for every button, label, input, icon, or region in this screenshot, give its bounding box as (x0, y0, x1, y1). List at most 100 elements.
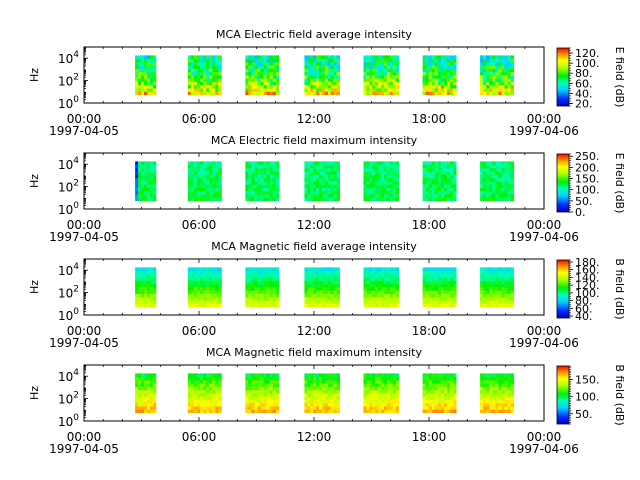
y-tick-label: 100 (58, 95, 79, 111)
colorbar-tick-label: 180. (575, 256, 600, 269)
spectrogram-cell (486, 177, 490, 182)
spectrogram-cell (381, 75, 385, 79)
spectrogram-cell (492, 396, 496, 400)
spectrogram-cell (135, 267, 139, 272)
spectrogram-cell (386, 88, 391, 92)
spectrogram-cell (254, 273, 258, 278)
spectrogram-cell (440, 55, 445, 60)
spectrogram-cell (431, 61, 436, 66)
spectrogram-cell (196, 187, 201, 192)
spectrogram-cell (307, 164, 311, 169)
spectrogram-cell (501, 78, 505, 82)
spectrogram-cell (152, 78, 157, 82)
spectrogram-cell (453, 197, 457, 202)
spectrogram-cell (206, 393, 210, 397)
spectrogram-cell (501, 184, 505, 188)
spectrogram-cell (366, 184, 370, 188)
spectrogram-cell (447, 88, 451, 92)
spectrogram-cell (498, 287, 502, 291)
spectrogram-cell (363, 303, 367, 308)
spectrogram-cell (437, 376, 442, 381)
spectrogram-cell (363, 409, 367, 414)
spectrogram-cell (369, 409, 373, 414)
spectrogram-cell (152, 406, 157, 410)
spectrogram-cell (275, 296, 280, 301)
spectrogram-cell (440, 181, 445, 185)
spectrogram-cell (384, 78, 388, 82)
spectrogram-cell (492, 386, 496, 391)
spectrogram-cell (422, 161, 427, 166)
spectrogram-cell (203, 293, 207, 298)
spectrogram-cell (369, 171, 373, 175)
spectrogram-cell (187, 84, 192, 89)
spectrogram-cell (366, 409, 370, 414)
spectrogram-cell (495, 190, 499, 195)
spectrogram-cell (307, 389, 311, 394)
spectrogram-cell (245, 167, 249, 172)
spectrogram-cell (260, 406, 265, 410)
spectrogram-cell (275, 61, 280, 66)
spectrogram-cell (483, 164, 487, 169)
spectrogram-cell (366, 84, 370, 89)
spectrogram-cell (141, 270, 145, 275)
spectrogram-cell (447, 386, 451, 391)
spectrogram-cell (434, 389, 439, 394)
colorbar-tick-label: 0. (575, 206, 586, 219)
y-tick-exponent: 4 (73, 262, 79, 272)
colorbar-tick-label: 50. (575, 408, 593, 421)
spectrogram-cell (333, 399, 338, 404)
spectrogram-cell (135, 55, 139, 60)
spectrogram-cell (200, 61, 204, 66)
spectrogram-cell (272, 194, 277, 198)
spectrogram-cell (440, 167, 445, 172)
spectrogram-cell (437, 78, 442, 82)
spectrogram-cell (304, 88, 308, 92)
spectrogram-cell (260, 277, 265, 281)
spectrogram-cell (498, 171, 502, 175)
spectrogram-cell (489, 81, 493, 86)
spectrogram-cell (483, 409, 487, 414)
spectrogram-cell (510, 91, 515, 96)
spectrogram-cell (321, 78, 326, 82)
spectrogram-cell (304, 283, 308, 288)
spectrogram-cell (422, 300, 427, 304)
spectrogram-cell (375, 376, 379, 381)
spectrogram-cell (501, 161, 505, 166)
spectrogram-cell (141, 88, 145, 92)
spectrogram-cell (149, 386, 154, 391)
spectrogram-cell (190, 290, 195, 294)
spectrogram-cell (336, 91, 340, 96)
spectrogram-cell (483, 84, 487, 89)
spectrogram-cell (327, 409, 332, 414)
spectrogram-cell (313, 61, 317, 66)
spectrogram-cell (209, 167, 213, 172)
spectrogram-cell (369, 81, 373, 86)
spectrogram-cell (266, 184, 271, 188)
spectrogram-cell (375, 379, 379, 384)
spectrogram-cell (266, 161, 271, 166)
y-tick-base: 10 (58, 309, 73, 323)
spectrogram-cell (324, 280, 329, 285)
spectrogram-cell (440, 78, 445, 82)
spectrogram-cell (307, 78, 311, 82)
spectrogram-cell (425, 75, 430, 79)
spectrogram-cell (392, 389, 397, 394)
spectrogram-cell (395, 409, 400, 414)
spectrogram-cell (453, 386, 457, 391)
spectrogram-cell (245, 58, 249, 63)
spectrogram-cell (480, 283, 484, 288)
spectrogram-cell (495, 277, 499, 281)
spectrogram-cell (144, 181, 148, 185)
x-tick-label: 18:00 (412, 218, 447, 232)
spectrogram-cell (152, 280, 157, 285)
spectrogram-cell (144, 71, 148, 76)
spectrogram-cell (310, 78, 314, 82)
spectrogram-cell (483, 290, 487, 294)
spectrogram-cell (501, 389, 505, 394)
spectrogram-cell (447, 184, 451, 188)
spectrogram-cell (203, 187, 207, 192)
spectrogram-cell (425, 273, 430, 278)
spectrogram-cell (266, 65, 271, 69)
spectrogram-cell (275, 290, 280, 294)
spectrogram-cell (389, 61, 394, 66)
